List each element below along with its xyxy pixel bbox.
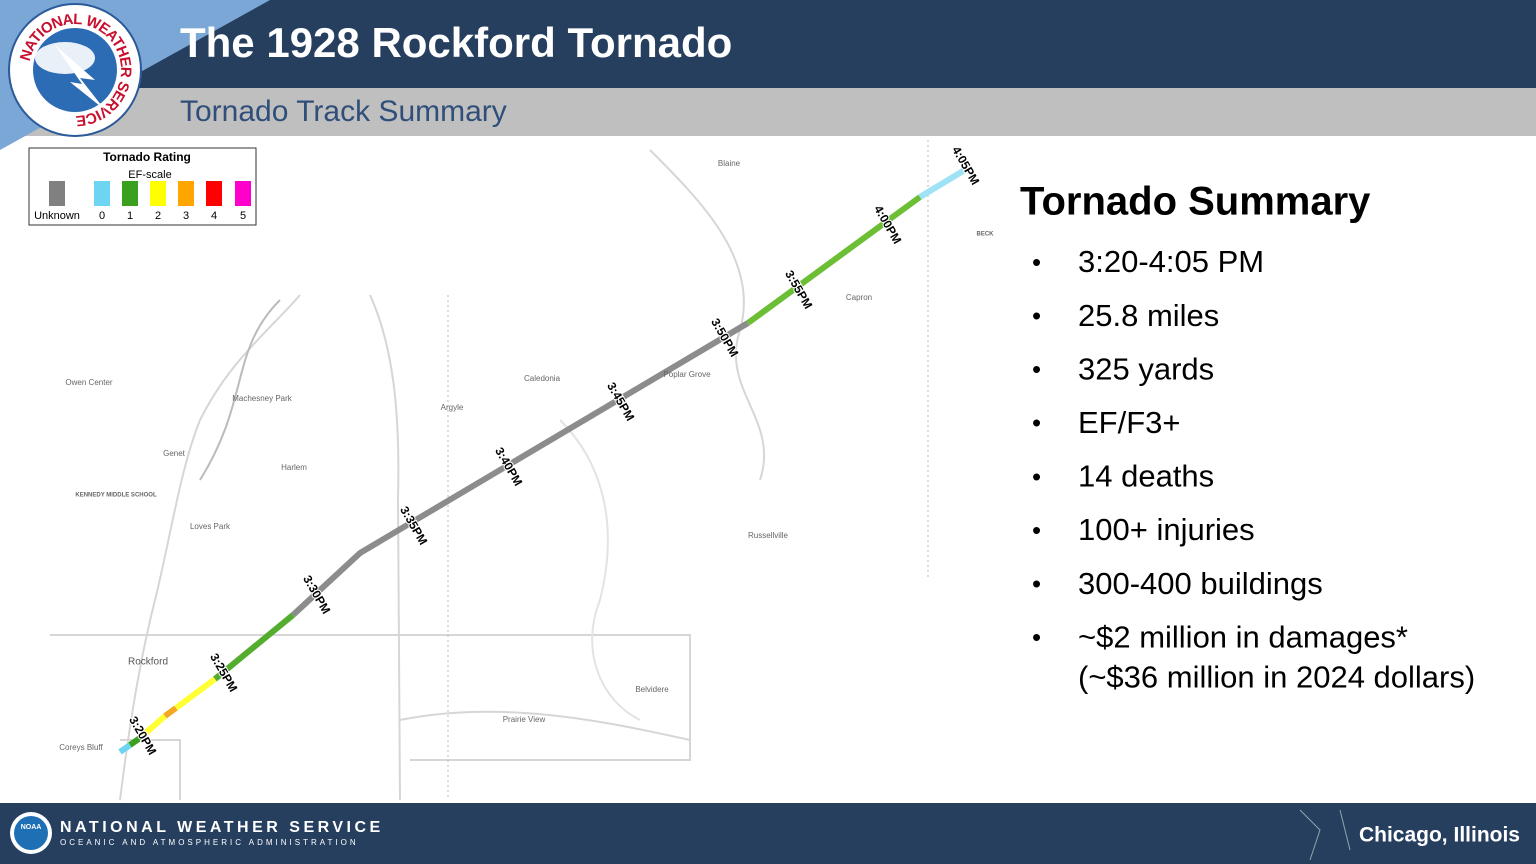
bullet-text: 100+ injuries — [1078, 512, 1255, 547]
nws-logo: NATIONAL WEATHER SERVICE — [8, 3, 142, 137]
place-label: Russellville — [748, 531, 789, 540]
place-label: Capron — [846, 293, 872, 302]
title: The 1928 Rockford Tornado — [180, 19, 732, 66]
bullet-dot: • — [1032, 354, 1041, 384]
legend-swatch — [150, 181, 166, 206]
place-label: KENNEDY MIDDLE SCHOOL — [75, 493, 157, 499]
bullet-text: 300-400 buildings — [1078, 566, 1323, 601]
legend-label: Unknown — [34, 210, 80, 222]
place-label: Prairie View — [503, 715, 546, 724]
bullet-dot: • — [1032, 300, 1041, 330]
place-label: Blaine — [718, 159, 741, 168]
legend-swatch — [206, 181, 222, 206]
legend-swatch — [49, 181, 65, 206]
place-label: Poplar Grove — [663, 370, 711, 379]
legend-label: 4 — [211, 210, 217, 222]
time-label: 3:40PM — [492, 445, 525, 488]
bullet-text: 14 deaths — [1078, 459, 1214, 494]
footer-office: Chicago, Illinois — [1359, 824, 1520, 847]
place-label: Machesney Park — [232, 394, 293, 403]
noaa-text: NOAA — [21, 824, 42, 831]
place-label: Argyle — [441, 403, 464, 412]
legend-title: Tornado Rating — [103, 150, 191, 164]
place-label: Caledonia — [524, 374, 561, 383]
state-outline — [1299, 809, 1351, 861]
bullet-dot: • — [1032, 408, 1041, 438]
time-label: 3:25PM — [207, 651, 240, 694]
bullet-dot: • — [1032, 568, 1041, 598]
summary-heading: Tornado Summary — [1020, 180, 1371, 224]
footer-parent: OCEANIC AND ATMOSPHERIC ADMINISTRATION — [60, 838, 359, 847]
legend-label: 5 — [240, 210, 246, 222]
bullet-text: ~$2 million in damages* — [1078, 619, 1408, 654]
bullet-dot: • — [1032, 247, 1041, 277]
bullet-dot: • — [1032, 515, 1041, 545]
place-label: Rockford — [128, 657, 168, 668]
place-label: Loves Park — [190, 522, 231, 531]
legend-swatch — [235, 181, 251, 206]
subtitle-bar — [0, 88, 1536, 136]
noaa-logo-inner — [14, 816, 48, 850]
time-label: 4:05PM — [949, 144, 982, 187]
tornado-track — [118, 165, 970, 755]
subtitle: Tornado Track Summary — [180, 95, 507, 128]
place-label: Harlem — [281, 463, 307, 472]
legend-label: 0 — [99, 210, 105, 222]
bullet-text: 325 yards — [1078, 351, 1214, 386]
bullet-text: EF/F3+ — [1078, 405, 1181, 440]
footer-org: NATIONAL WEATHER SERVICE — [60, 819, 384, 836]
legend-label: 2 — [155, 210, 161, 222]
time-label: 3:50PM — [708, 316, 741, 359]
bullet-text: 3:20-4:05 PM — [1078, 244, 1264, 279]
legend: Tornado Rating EF-scale Unknown 0 1 2 3 4 5 — [28, 147, 257, 226]
place-label: Coreys Bluff — [59, 743, 103, 752]
legend-swatch — [178, 181, 194, 206]
legend-subtitle: EF-scale — [128, 169, 171, 181]
place-label: Belvidere — [635, 685, 669, 694]
place-label: Genet — [163, 449, 186, 458]
bullet-dot: • — [1032, 461, 1041, 491]
bullet-text: (~$36 million in 2024 dollars) — [1078, 659, 1475, 694]
legend-swatch — [122, 181, 138, 206]
time-label: 3:45PM — [604, 380, 637, 423]
place-label: Owen Center — [65, 378, 112, 387]
bullet-text: 25.8 miles — [1078, 298, 1219, 333]
legend-label: 3 — [183, 210, 189, 222]
place-label: BECK — [976, 232, 994, 238]
time-label: 3:20PM — [126, 714, 159, 757]
header-bar — [0, 0, 1536, 88]
bullet-dot: • — [1032, 622, 1041, 652]
map — [50, 140, 929, 801]
footer-bar — [0, 803, 1536, 864]
legend-label: 1 — [127, 210, 133, 222]
legend-swatch — [94, 181, 110, 206]
